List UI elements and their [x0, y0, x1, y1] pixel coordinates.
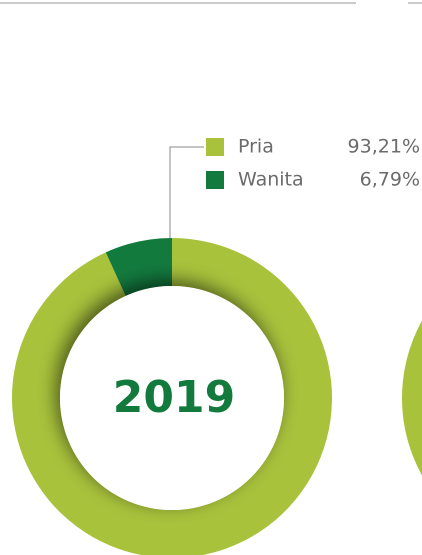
leader-line [169, 146, 204, 240]
legend-swatch [206, 171, 224, 189]
center-label: 2019 [113, 372, 235, 423]
legend-value: 93,21% [348, 136, 420, 158]
donut-segment [105, 238, 172, 297]
legend-swatch [206, 138, 224, 156]
donut [12, 238, 332, 555]
donut-segment [12, 238, 332, 555]
legend-label: Pria [238, 136, 274, 158]
legend-label: Wanita [238, 169, 304, 191]
legend-value: 6,79% [360, 169, 420, 191]
donut-hole [60, 286, 284, 510]
